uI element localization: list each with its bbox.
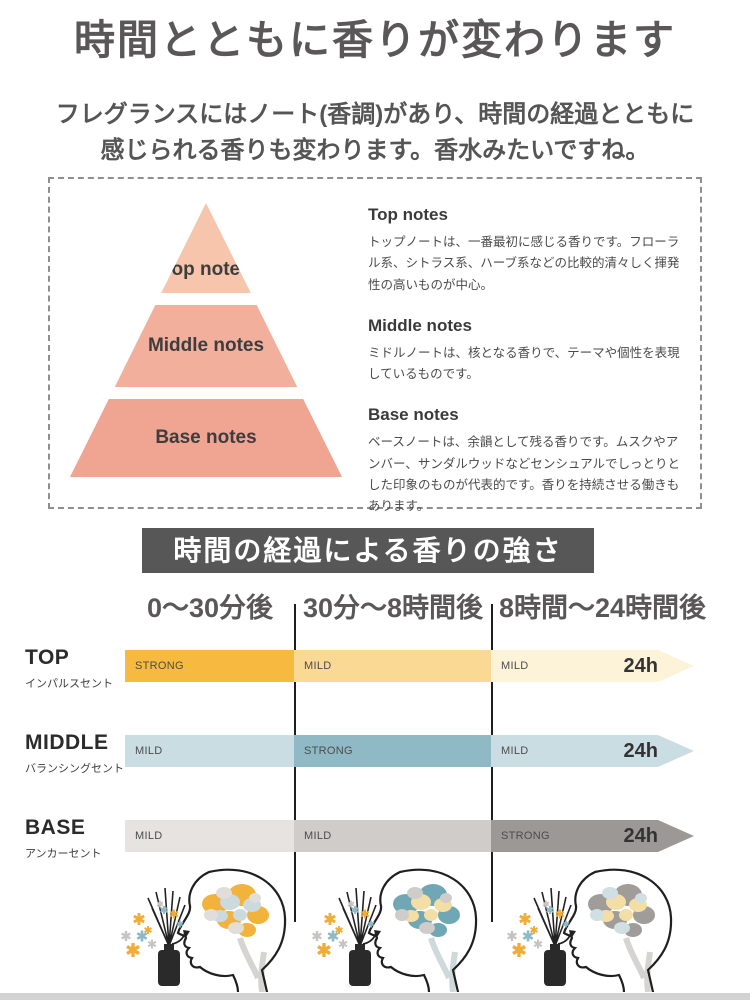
reed-sticks-icon — [147, 887, 186, 947]
time-column-2: 30分〜8時間後 — [302, 593, 484, 623]
diffuser-head-illustration-1 — [120, 868, 287, 992]
row-label-middle: MIDDLE バランシングセント — [25, 731, 124, 776]
neck-shading — [623, 937, 653, 992]
diffuser-head-illustration-3 — [506, 868, 673, 992]
middle-segment-3-level: MILD — [501, 745, 529, 757]
intensity-bar-base: MILD MILD STRONG 24h — [125, 820, 694, 852]
head-outline — [176, 868, 287, 992]
diffuser-bottle-icon — [544, 944, 566, 986]
row-title-top: TOP — [25, 646, 70, 669]
top-arrow-tip-icon — [658, 650, 694, 682]
neck-shading — [428, 937, 458, 992]
base-end-label: 24h — [623, 824, 658, 847]
middle-segment-3: MILD 24h — [491, 735, 658, 767]
base-segment-1: MILD — [125, 820, 294, 852]
page-title: 時間とともに香りが変わります — [74, 17, 676, 63]
note-heading-middle: Middle notes — [368, 315, 472, 335]
page-subtitle: フレグランスにはノート(香調)があり、時間の経過とともに 感じられる香りも変わり… — [0, 97, 750, 169]
note-block-top: Top notes トップノートは、一番最初に感じる香りです。フローラル系、シト… — [368, 205, 686, 296]
top-segment-3-level: MILD — [501, 660, 529, 672]
top-end-label: 24h — [623, 654, 658, 677]
section-banner: 時間の経過による香りの強さ — [142, 528, 594, 573]
base-segment-1-level: MILD — [135, 830, 163, 842]
scent-arrow-icon — [362, 930, 381, 945]
note-block-base: Base notes ベースノートは、余韻として残る香りです。ムスクやアンバー、… — [368, 405, 686, 517]
middle-segment-2: STRONG — [294, 735, 491, 767]
base-segment-3-level: STRONG — [501, 830, 550, 842]
neck-shading — [237, 937, 267, 992]
pyramid-label-top: Top notes — [161, 259, 251, 280]
reed-sticks-icon — [533, 887, 572, 947]
pyramid-level-base: Base notes — [69, 399, 343, 477]
note-block-middle: Middle notes ミドルノートは、核となる香りで、テーマや個性を表現して… — [368, 316, 686, 386]
top-segment-3: MILD 24h — [491, 650, 658, 682]
pyramid-level-middle: Middle notes — [114, 305, 298, 387]
pyramid-label-middle: Middle notes — [147, 335, 265, 356]
intensity-bar-top: STRONG MILD MILD 24h — [125, 650, 694, 682]
notes-pyramid: Top notes Middle notes Base notes — [66, 203, 346, 481]
diffuser-bottle-icon — [349, 944, 371, 986]
pyramid-level-top: Top notes — [161, 203, 251, 293]
base-arrow-tip-icon — [658, 820, 694, 852]
middle-segment-1-level: MILD — [135, 745, 163, 757]
row-title-middle: MIDDLE — [25, 731, 109, 754]
fragrance-notes-box: Top notes Middle notes Base notes Top no… — [48, 177, 702, 513]
note-description-top: トップノートは、一番最初に感じる香りです。フローラル系、シトラス系、ハーブ系など… — [368, 235, 680, 292]
row-label-top: TOP インパルスセント — [25, 646, 113, 691]
brain-blobs-tertiary — [395, 887, 452, 934]
note-heading-top: Top notes — [368, 205, 448, 224]
time-column-1: 0〜30分後 — [146, 593, 274, 623]
note-heading-base: Base notes — [368, 405, 459, 425]
row-title-base: BASE — [25, 816, 86, 839]
top-segment-2-level: MILD — [304, 660, 332, 672]
diffuser-head-illustration-2 — [311, 868, 478, 992]
base-segment-2-level: MILD — [304, 830, 332, 842]
diffuser-bottle-icon — [158, 944, 180, 986]
row-label-base: BASE アンカーセント — [25, 816, 102, 861]
subtitle-line-2: 感じられる香りも変わります。香水みたいですね。 — [100, 137, 650, 164]
brain-blobs-tertiary — [204, 887, 261, 934]
middle-end-label: 24h — [623, 739, 658, 762]
base-segment-2: MILD — [294, 820, 491, 852]
scent-arrow-icon — [171, 930, 190, 945]
note-description-middle: ミドルノートは、核となる香りで、テーマや個性を表現しているものです。 — [368, 345, 680, 381]
subtitle-line-1: フレグランスにはノート(香調)があり、時間の経過とともに — [55, 101, 695, 128]
notes-descriptions: Top notes トップノートは、一番最初に感じる香りです。フローラル系、シト… — [368, 205, 686, 517]
top-segment-1: STRONG — [125, 650, 294, 682]
middle-segment-2-level: STRONG — [304, 745, 353, 757]
base-segment-3: STRONG 24h — [491, 820, 658, 852]
head-outline — [562, 868, 673, 992]
row-subtitle-top: インパルスセント — [25, 678, 113, 690]
pyramid-label-base: Base notes — [155, 427, 257, 448]
row-subtitle-middle: バランシングセント — [25, 763, 124, 775]
brain-blobs-tertiary — [590, 887, 647, 934]
time-column-3: 8時間〜24時間後 — [498, 593, 707, 623]
head-outline — [367, 868, 478, 992]
middle-arrow-tip-icon — [658, 735, 694, 767]
row-subtitle-base: アンカーセント — [25, 848, 102, 860]
bottom-border-strip — [0, 993, 750, 1000]
note-description-base: ベースノートは、余韻として残る香りです。ムスクやアンバー、サンダルウッドなどセン… — [368, 435, 681, 513]
scent-arrow-icon — [557, 930, 576, 945]
middle-segment-1: MILD — [125, 735, 294, 767]
intensity-bar-middle: MILD STRONG MILD 24h — [125, 735, 694, 767]
top-segment-1-level: STRONG — [135, 660, 184, 672]
reed-sticks-icon — [338, 887, 377, 947]
top-segment-2: MILD — [294, 650, 491, 682]
